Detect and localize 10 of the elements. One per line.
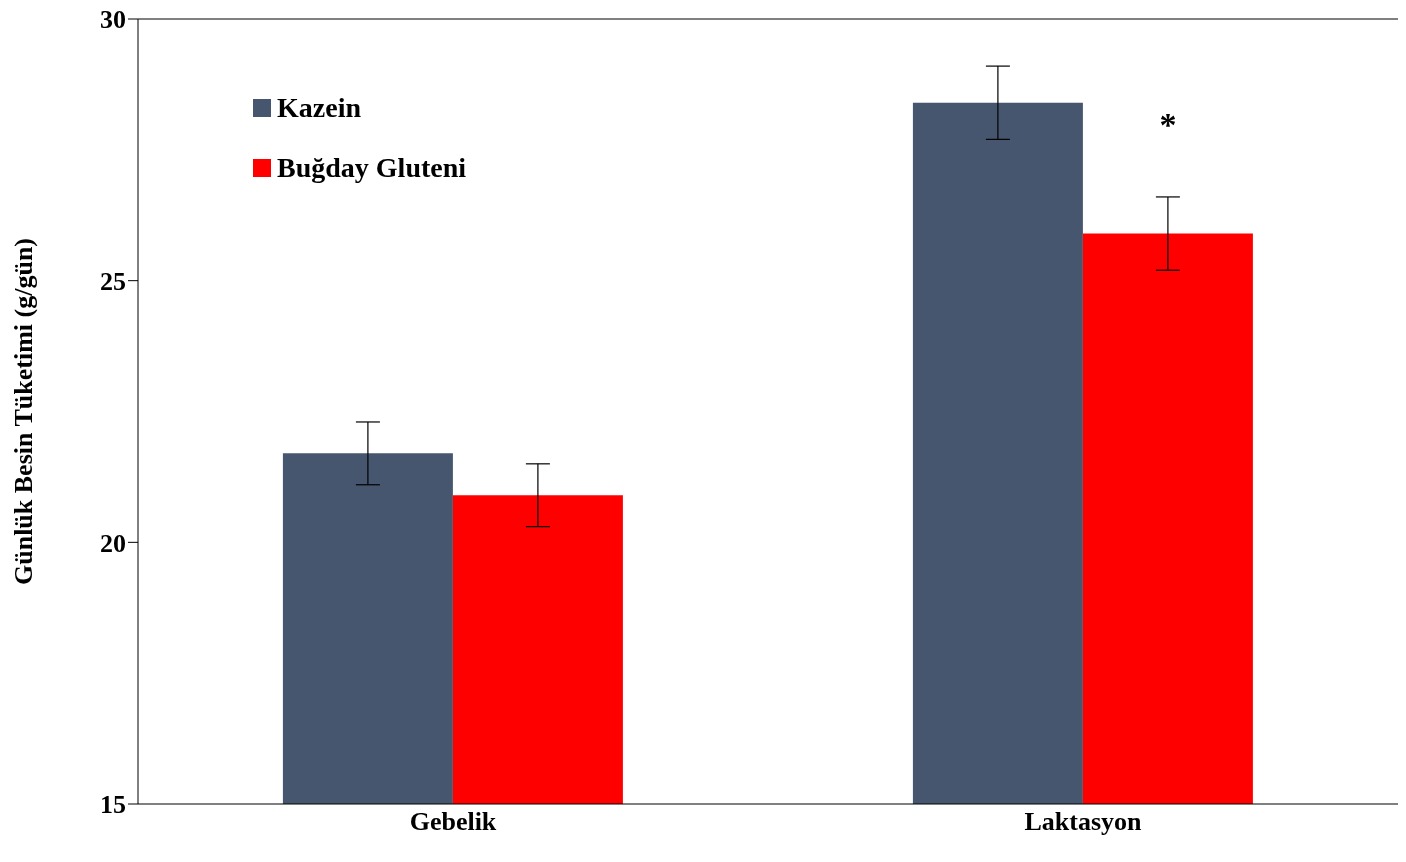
y-axis-title: Günlük Besin Tüketimi (g/gün) <box>9 237 39 586</box>
legend-label: Buğday Gluteni <box>277 152 467 184</box>
y-tick-label: 15 <box>100 790 126 820</box>
x-tick-label: Gebelik <box>409 807 497 837</box>
annotation: * <box>1159 105 1177 143</box>
y-tick-label: 25 <box>100 266 126 296</box>
y-tick-label: 20 <box>100 528 126 558</box>
legend-label: Kazein <box>277 92 361 124</box>
x-tick-label: Laktasyon <box>1024 807 1143 837</box>
y-tick-label: 30 <box>100 5 126 35</box>
